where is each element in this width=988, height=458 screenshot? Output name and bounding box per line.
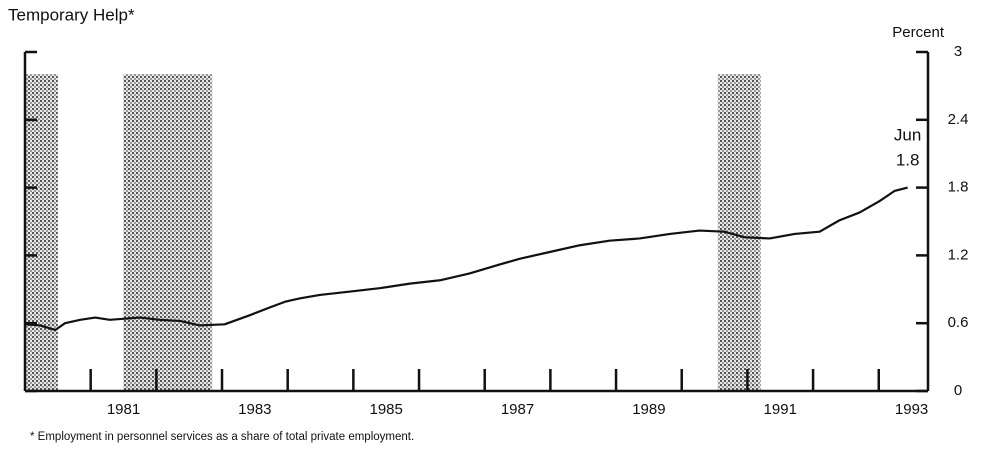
y-tick-label: 1.8 [948,179,969,196]
y-tick-label: 3 [954,43,962,60]
y-tick-label: 1.2 [948,246,969,263]
data-line [24,186,908,332]
footnote: * Employment in personnel services as a … [30,431,414,443]
annotation-value: 1.8 [896,150,920,169]
x-tick-label: 1983 [238,401,271,418]
x-tick-label: 1987 [501,401,534,418]
x-tick-label: 1989 [632,401,665,418]
x-tick-label: 1991 [764,401,797,418]
y-axis-label: Percent [892,24,945,41]
recession-shade [123,74,213,391]
x-tick-label: 1981 [107,401,140,418]
x-tick-label: 1985 [370,401,403,418]
y-tick-label: 2.4 [948,111,969,128]
y-tick-label: 0.6 [948,314,969,331]
x-tick-label: 1993 [895,401,928,418]
annotation-label: Jun [894,125,921,144]
y-tick-label: 0 [954,382,962,399]
recession-shade [25,74,58,391]
chart-title: Temporary Help* [8,5,135,24]
